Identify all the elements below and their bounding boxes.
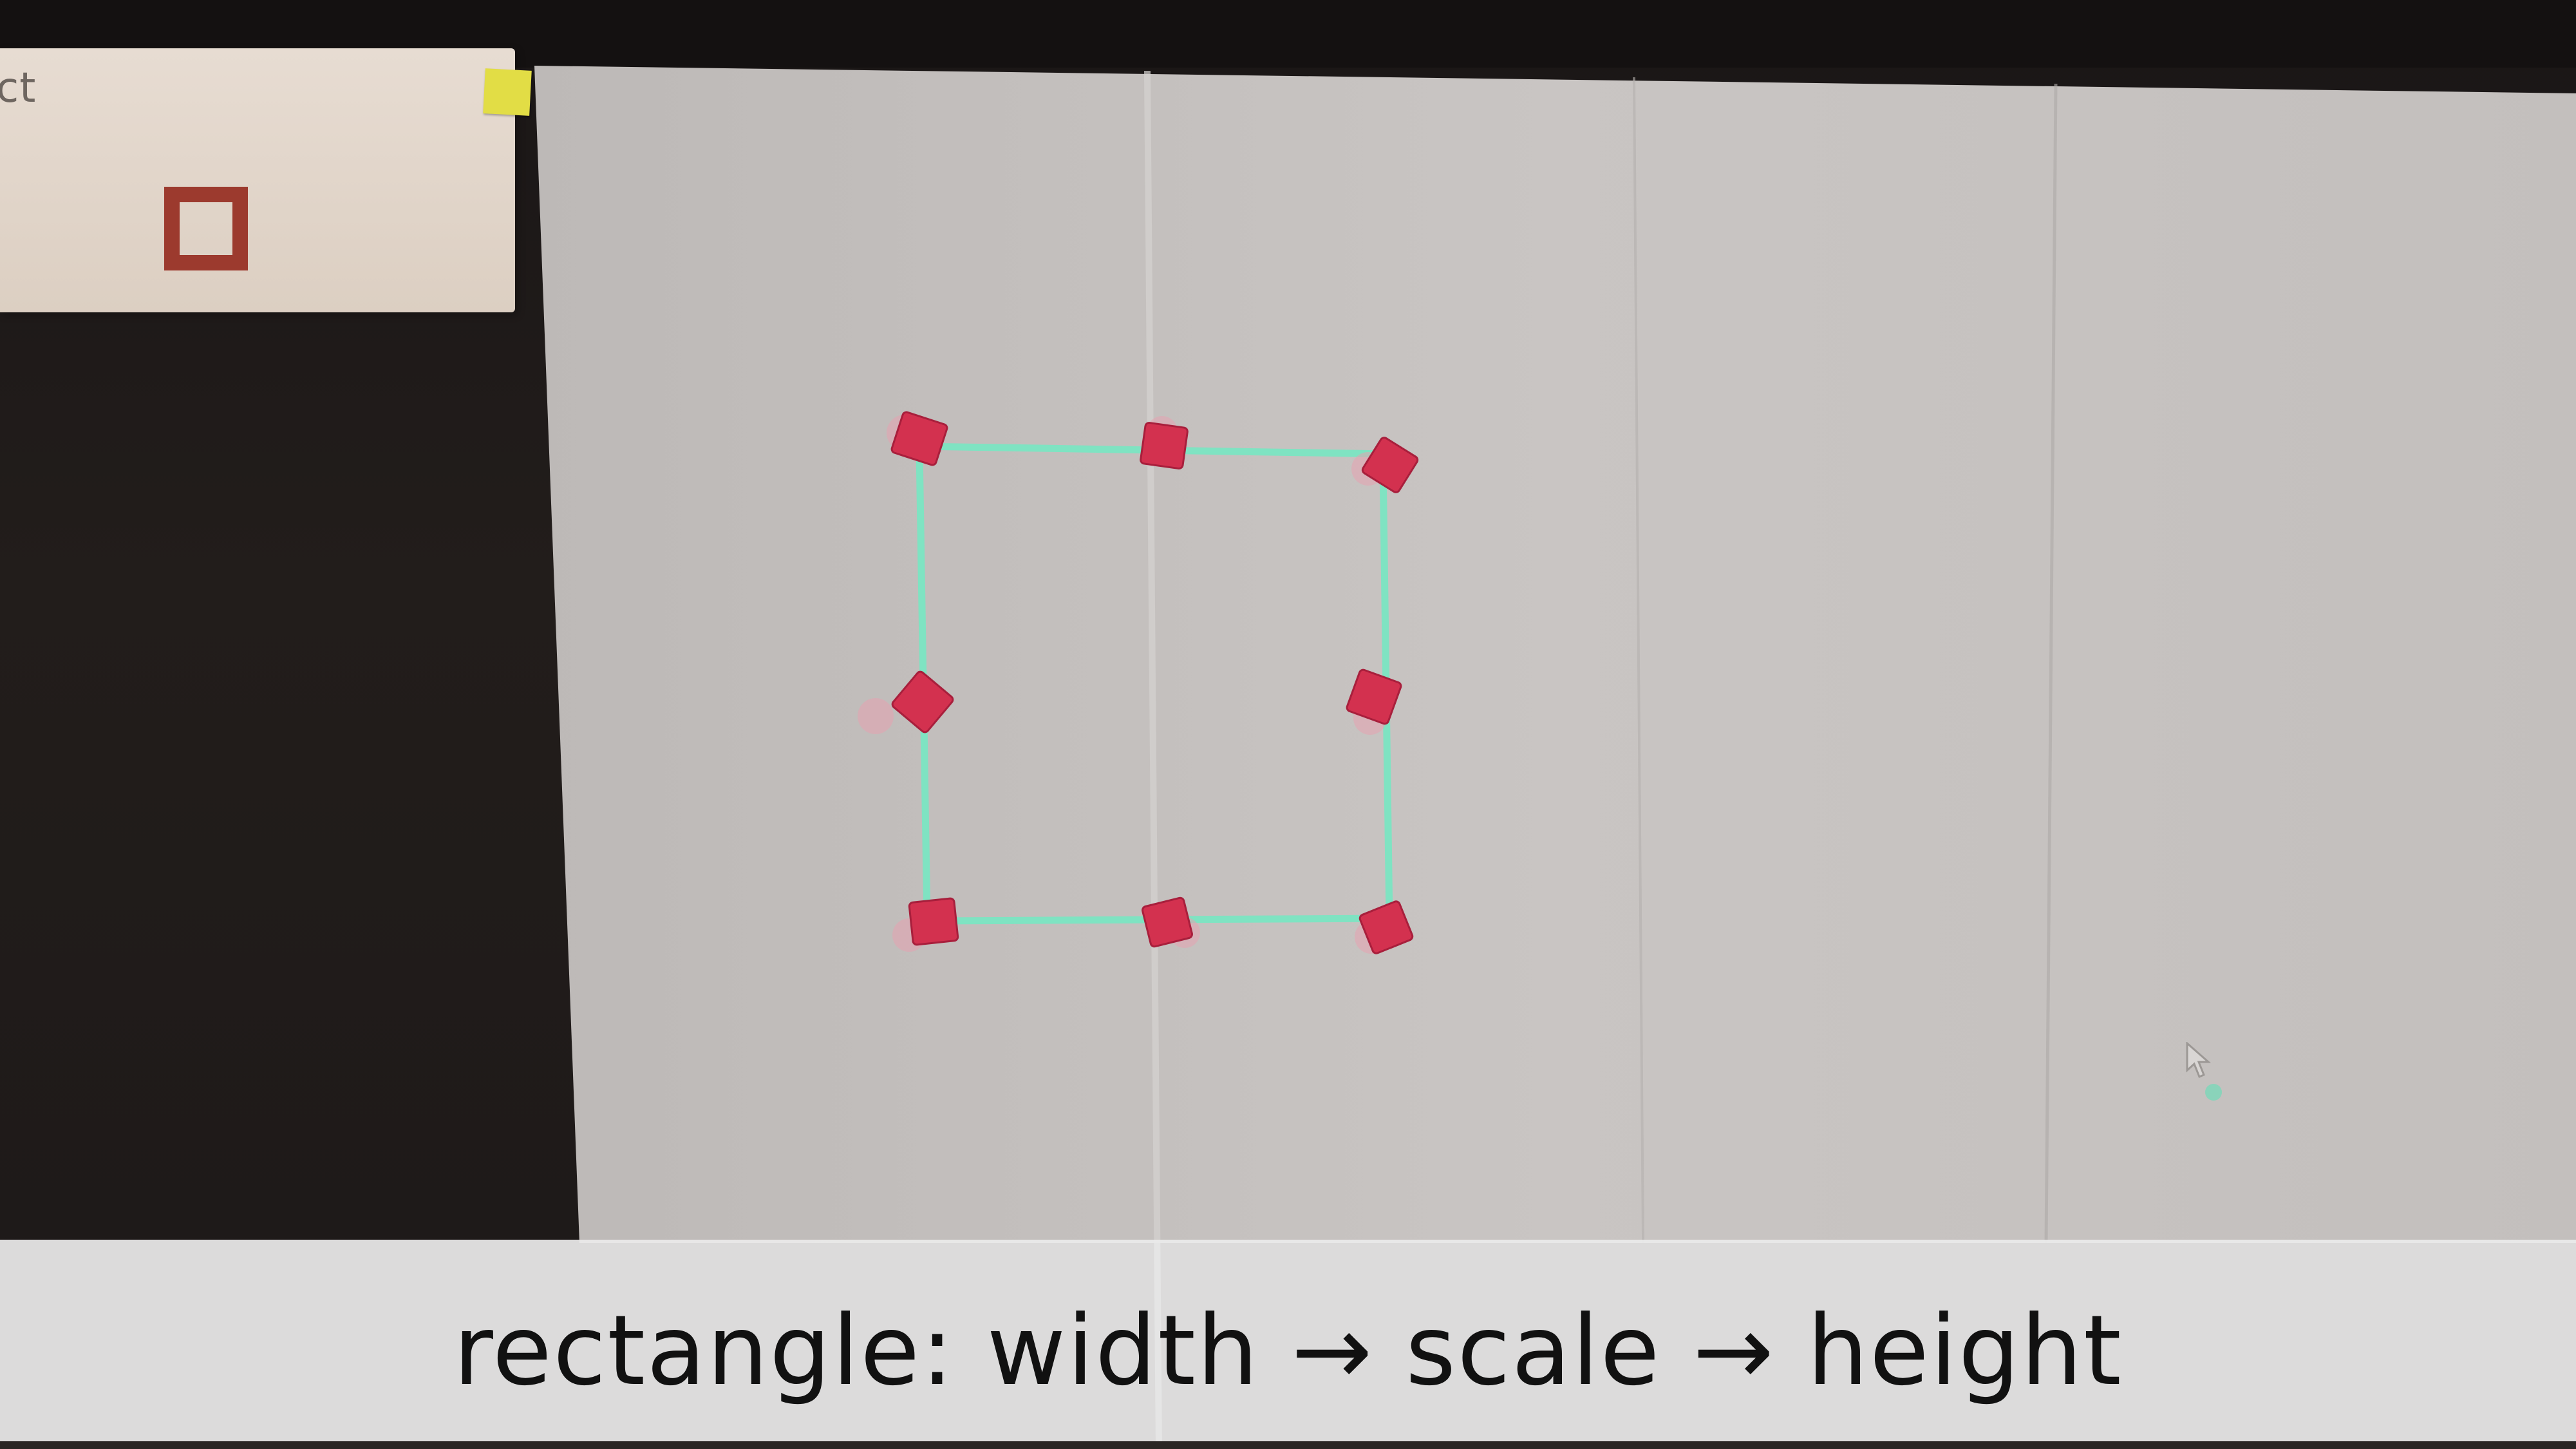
sticky-note-marker <box>483 68 532 116</box>
paper-seam <box>1144 70 1162 1449</box>
marker-middle-left[interactable] <box>891 670 955 734</box>
paper-sheet <box>534 66 2576 1243</box>
bottom-edge <box>0 1441 2576 1449</box>
caption-bar: rectangle: width → scale → height <box>0 1240 2576 1449</box>
paper-seam <box>2044 83 2058 1244</box>
caption-text: rectangle: width → scale → height <box>453 1294 2123 1407</box>
card-label: ct <box>0 64 37 112</box>
marker-bottom-right[interactable] <box>1359 900 1414 954</box>
marker-top-left[interactable] <box>890 411 948 466</box>
cursor-dot <box>2205 1084 2222 1101</box>
object-card: ct <box>0 48 515 312</box>
mouse-pointer-icon <box>2186 1042 2211 1078</box>
marker-top-right[interactable] <box>1361 436 1419 493</box>
marker-bottom-left[interactable] <box>908 897 959 946</box>
paper-seam <box>1633 77 1644 1244</box>
square-outline-icon <box>164 187 248 270</box>
tangible-markers[interactable] <box>890 411 1419 954</box>
handle-dot <box>858 698 894 734</box>
marker-bottom-middle[interactable] <box>1142 896 1193 948</box>
marker-middle-right[interactable] <box>1346 668 1402 725</box>
marker-top-middle[interactable] <box>1140 421 1189 470</box>
